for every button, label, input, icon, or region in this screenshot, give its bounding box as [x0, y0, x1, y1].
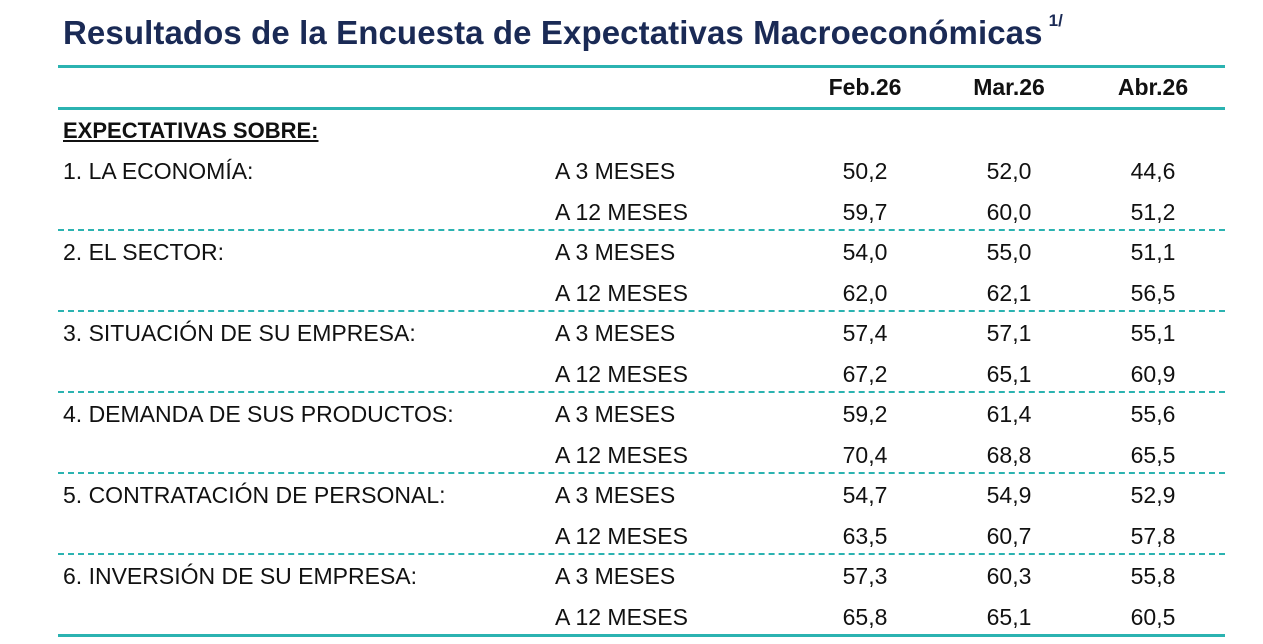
value-cell-mar: 65,1: [986, 360, 1032, 387]
column-header-mar: Mar.26: [973, 74, 1045, 100]
value-cell-feb: 67,2: [842, 360, 888, 387]
value-cell-feb: 59,2: [842, 401, 888, 427]
bottom-rule: [58, 634, 1225, 637]
value-cell-mar: 62,1: [986, 279, 1032, 306]
horizon-label: A 12 MESES: [555, 198, 688, 225]
value-cell-feb: 54,7: [842, 482, 888, 508]
value-cell-abr: 52,9: [1130, 482, 1176, 508]
value-cell-mar: 57,1: [986, 320, 1032, 346]
horizon-label: A 12 MESES: [555, 603, 688, 630]
row-label: 2. EL SECTOR:: [63, 239, 225, 265]
value-cell-feb: 70,4: [842, 441, 888, 468]
value-cell-abr: 55,1: [1130, 320, 1176, 346]
horizon-label: A 3 MESES: [555, 158, 676, 184]
horizon-label: A 3 MESES: [555, 320, 676, 346]
value-cell-abr: 60,5: [1130, 603, 1176, 630]
value-cell-abr: 56,5: [1130, 279, 1176, 306]
value-cell-feb: 57,3: [842, 563, 888, 589]
row-label: 5. CONTRATACIÓN DE PERSONAL:: [63, 482, 446, 508]
value-cell-mar: 68,8: [986, 441, 1032, 468]
title-footnote: 1/: [1048, 11, 1063, 30]
horizon-label: A 12 MESES: [555, 360, 688, 387]
row-separator: [58, 553, 1225, 555]
value-cell-feb: 65,8: [842, 603, 888, 630]
value-cell-mar: 54,9: [986, 482, 1032, 508]
value-cell-abr: 55,6: [1130, 401, 1176, 427]
row-label: 3. SITUACIÓN DE SU EMPRESA:: [63, 320, 416, 346]
value-cell-mar: 60,7: [986, 522, 1032, 549]
top-rule: [58, 65, 1225, 68]
row-label: 1. LA ECONOMÍA:: [63, 158, 254, 184]
title-text: Resultados de la Encuesta de Expectativa…: [63, 14, 1043, 51]
value-cell-mar: 61,4: [986, 401, 1032, 427]
value-cell-mar: 55,0: [986, 239, 1032, 265]
row-separator: [58, 229, 1225, 231]
value-cell-mar: 65,1: [986, 603, 1032, 630]
value-cell-mar: 60,0: [986, 198, 1032, 225]
horizon-label: A 3 MESES: [555, 482, 676, 508]
value-cell-feb: 62,0: [842, 279, 888, 306]
value-cell-abr: 51,2: [1130, 198, 1176, 225]
value-cell-feb: 63,5: [842, 522, 888, 549]
horizon-label: A 3 MESES: [555, 239, 676, 265]
header-rule: [58, 107, 1225, 110]
value-cell-mar: 60,3: [986, 563, 1032, 589]
value-cell-abr: 51,1: [1130, 239, 1176, 265]
horizon-label: A 3 MESES: [555, 401, 676, 427]
value-cell-mar: 52,0: [986, 158, 1032, 184]
column-header-feb: Feb.26: [828, 74, 902, 100]
horizon-label: A 12 MESES: [555, 441, 688, 468]
horizon-label: A 12 MESES: [555, 522, 688, 549]
row-separator: [58, 391, 1225, 393]
value-cell-abr: 65,5: [1130, 441, 1176, 468]
page-title: Resultados de la Encuesta de Expectativa…: [63, 11, 1063, 52]
row-separator: [58, 472, 1225, 474]
value-cell-abr: 57,8: [1130, 522, 1176, 549]
horizon-label: A 3 MESES: [555, 563, 676, 589]
value-cell-feb: 54,0: [842, 239, 888, 265]
row-label: 4. DEMANDA DE SUS PRODUCTOS:: [63, 401, 454, 427]
value-cell-abr: 55,8: [1130, 563, 1176, 589]
value-cell-abr: 60,9: [1130, 360, 1176, 387]
horizon-label: A 12 MESES: [555, 279, 688, 306]
section-label: EXPECTATIVAS SOBRE:: [63, 118, 319, 143]
value-cell-feb: 50,2: [842, 158, 888, 184]
value-cell-feb: 57,4: [842, 320, 888, 346]
row-label: 6. INVERSIÓN DE SU EMPRESA:: [63, 563, 418, 589]
row-separator: [58, 310, 1225, 312]
value-cell-abr: 44,6: [1130, 158, 1176, 184]
column-header-abr: Abr.26: [1117, 74, 1189, 100]
value-cell-feb: 59,7: [842, 198, 888, 225]
